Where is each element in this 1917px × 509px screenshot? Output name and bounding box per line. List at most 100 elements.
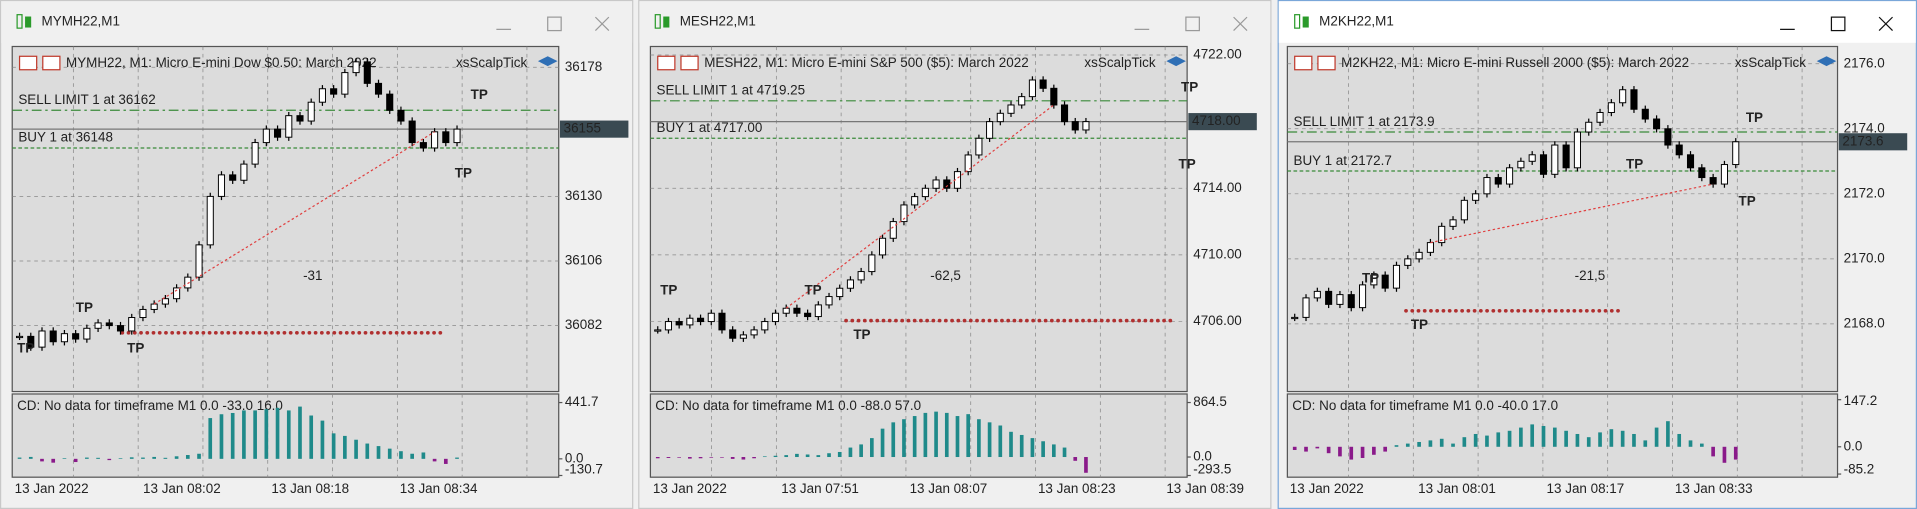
tp-marker: TP: [853, 327, 870, 342]
histogram-bar: [827, 453, 831, 458]
indicator-tick-label: 0.0: [565, 450, 584, 465]
histogram-bar: [17, 457, 22, 459]
title-bar: [1278, 1, 1916, 43]
close-button[interactable]: [1233, 16, 1248, 32]
expert-icon: [537, 56, 558, 67]
candle: [793, 307, 801, 314]
price-tick-label: 2176.0: [1844, 55, 1885, 70]
histogram-bar: [174, 456, 179, 459]
histogram-bar: [264, 409, 269, 459]
close-button[interactable]: [594, 16, 610, 32]
histogram-bar: [730, 457, 735, 459]
candle: [431, 131, 439, 149]
histogram-bar: [1073, 457, 1078, 461]
candle: [274, 128, 282, 138]
histogram-bar: [1485, 435, 1489, 447]
chart-header: MESH22, M1: Micro E-mini S&P 500 ($5): M…: [704, 55, 1028, 70]
candle: [161, 298, 169, 305]
candle: [307, 101, 315, 122]
tp-marker: TP: [1362, 271, 1379, 286]
maximize-button[interactable]: [1830, 16, 1846, 32]
maximize-button[interactable]: [1185, 16, 1200, 32]
histogram-bar: [1496, 432, 1501, 447]
histogram-bar: [762, 456, 767, 458]
histogram-bar: [741, 457, 746, 460]
histogram-bar: [96, 457, 100, 459]
candle: [330, 88, 338, 95]
histogram-bar: [848, 447, 853, 458]
sell-limit-label: SELL LIMIT 1 at 4719.25: [657, 83, 806, 98]
candle: [771, 312, 780, 323]
time-label: 13 Jan 2022: [1290, 481, 1364, 496]
price-tick-label: 2168.0: [1844, 315, 1885, 330]
current-price-label: 4718.00: [1192, 113, 1241, 128]
candle: [1664, 128, 1672, 146]
maximize-button[interactable]: [547, 16, 562, 32]
candle: [718, 312, 726, 331]
price-tick-label: 2174.0: [1844, 120, 1885, 135]
histogram-bar: [698, 457, 703, 459]
histogram-bar: [410, 453, 414, 459]
candle: [341, 72, 349, 95]
indicator-tick-label: -130.7: [565, 461, 603, 476]
tp-marker: TP: [471, 87, 488, 102]
candle: [1619, 89, 1627, 104]
candle: [911, 196, 919, 206]
candle: [1585, 121, 1593, 133]
histogram-bar: [720, 457, 724, 458]
candle: [900, 204, 908, 223]
histogram-bar: [129, 457, 134, 459]
current-price-box: [559, 120, 629, 138]
time-label: 13 Jan 2022: [653, 481, 727, 496]
histogram-bar: [1372, 446, 1376, 455]
candle: [105, 322, 113, 327]
candle: [1653, 118, 1661, 130]
candle: [1562, 144, 1570, 169]
tp-marker: TP: [1739, 193, 1756, 208]
histogram-bar: [1575, 433, 1580, 447]
app-icon: [654, 14, 661, 29]
trade-line: [1430, 183, 1714, 244]
candle: [1028, 79, 1036, 98]
candle: [1449, 219, 1457, 227]
title-bar: [1, 1, 633, 43]
histogram-bar: [1009, 431, 1013, 458]
histogram-bar: [955, 416, 960, 458]
header-icon: [657, 55, 676, 71]
histogram-bar: [1428, 440, 1433, 447]
histogram-bar: [1030, 438, 1035, 458]
profit-label: -31: [303, 268, 322, 283]
time-label: 13 Jan 08:34: [400, 481, 478, 496]
header-icon: [42, 55, 61, 71]
time-label: 13 Jan 08:17: [1547, 481, 1625, 496]
app-icon: [25, 16, 32, 28]
candle: [173, 287, 181, 300]
buy-label: BUY 1 at 4717.00: [657, 120, 763, 135]
close-button[interactable]: [1878, 16, 1893, 32]
candle: [1381, 274, 1389, 289]
histogram-bar: [354, 439, 358, 459]
profit-label: -62,5: [930, 268, 961, 283]
histogram-bar: [805, 454, 810, 458]
tp-marker: TP: [660, 283, 677, 298]
candle: [1438, 225, 1446, 244]
histogram-bar: [1643, 440, 1648, 447]
histogram-bar: [1062, 447, 1067, 458]
histogram-bar: [966, 414, 971, 458]
candle: [72, 333, 80, 340]
candle: [739, 334, 747, 339]
time-label: 13 Jan 08:07: [910, 481, 988, 496]
price-tick-label: 4714.00: [1193, 180, 1242, 195]
histogram-bar: [1338, 446, 1342, 457]
histogram-bar: [399, 451, 403, 459]
candle: [1472, 193, 1480, 201]
histogram-bar: [331, 433, 336, 459]
price-tick-label: 36130: [565, 188, 602, 203]
histogram-bar: [1405, 443, 1410, 447]
histogram-bar: [1552, 427, 1557, 447]
histogram-bar: [286, 410, 291, 459]
candle: [1675, 144, 1683, 156]
histogram-bar: [1530, 424, 1535, 447]
chart-header: M2KH22, M1: Micro E-mini Russell 2000 ($…: [1341, 55, 1689, 70]
candle: [1494, 177, 1502, 185]
